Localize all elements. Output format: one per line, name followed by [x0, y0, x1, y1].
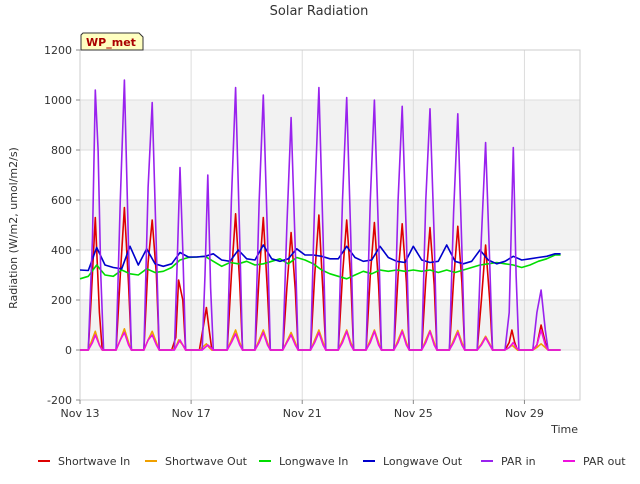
x-tick-label: Nov 25: [394, 407, 433, 420]
plot-bands: [80, 100, 580, 350]
x-tick-label: Nov 17: [172, 407, 211, 420]
y-tick-label: -200: [47, 394, 72, 407]
y-tick-label: 1000: [44, 94, 72, 107]
plot-band: [80, 100, 580, 150]
legend-item: PAR out: [563, 455, 626, 468]
series-line-longwave-out: [79, 244, 561, 272]
legend-item: PAR in: [481, 455, 536, 468]
plot-band: [80, 300, 580, 350]
site-badge-label: WP_met: [86, 36, 136, 49]
y-tick-labels: -200 0 200 400 600 800 1000 1200: [44, 44, 80, 407]
y-tick-label: 200: [51, 294, 72, 307]
legend-label: Shortwave In: [58, 455, 130, 468]
x-tick-label: Nov 29: [505, 407, 544, 420]
plot-frame: [79, 49, 581, 401]
legend-item: Longwave In: [259, 455, 348, 468]
y-axis-label: Radiation (W/m2, umol/m2/s): [7, 147, 20, 309]
series-layer: [79, 79, 561, 351]
site-badge-box: [80, 32, 144, 51]
legend-label: PAR out: [583, 455, 626, 468]
legend-label: Shortwave Out: [165, 455, 248, 468]
legend-item: Shortwave Out: [145, 455, 248, 468]
x-tick-labels: Nov 13 Nov 17 Nov 21 Nov 25 Nov 29: [61, 400, 544, 420]
chart-title: Solar Radiation: [270, 4, 369, 19]
y-tick-label: 600: [51, 194, 72, 207]
y-tick-label: 1200: [44, 44, 72, 57]
legend-label: Longwave In: [279, 455, 348, 468]
y-tick-label: 400: [51, 244, 72, 257]
x-tick-label: Nov 21: [283, 407, 322, 420]
legend-label: PAR in: [501, 455, 536, 468]
x-axis-label: Time: [550, 423, 578, 436]
site-badge: WP_met: [80, 32, 144, 51]
legend-item: Shortwave In: [38, 455, 130, 468]
y-tick-label: 0: [65, 344, 72, 357]
series-line-longwave-in: [79, 254, 561, 280]
series-line-par-in: [80, 79, 561, 351]
legend-item: Longwave Out: [363, 455, 463, 468]
legend: Shortwave In Shortwave Out Longwave In Long…: [38, 455, 626, 468]
y-tick-label: 800: [51, 144, 72, 157]
series-line-par-out: [80, 329, 561, 351]
plot-band: [80, 200, 580, 250]
legend-label: Longwave Out: [383, 455, 463, 468]
x-tick-label: Nov 13: [61, 407, 100, 420]
